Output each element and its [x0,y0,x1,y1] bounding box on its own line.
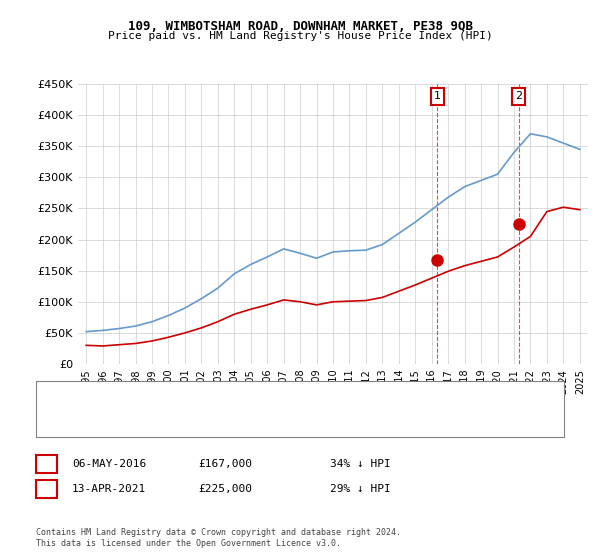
Text: ─────: ───── [54,413,91,427]
Text: £167,000: £167,000 [198,459,252,469]
Text: 2: 2 [515,91,522,101]
Text: 1: 1 [434,91,441,101]
Text: 13-APR-2021: 13-APR-2021 [72,484,146,494]
Text: 2: 2 [43,484,50,494]
Text: 29% ↓ HPI: 29% ↓ HPI [330,484,391,494]
Text: 1: 1 [43,459,50,469]
Text: 34% ↓ HPI: 34% ↓ HPI [330,459,391,469]
Text: Contains HM Land Registry data © Crown copyright and database right 2024.
This d: Contains HM Land Registry data © Crown c… [36,528,401,548]
Text: 109, WIMBOTSHAM ROAD, DOWNHAM MARKET, PE38 9QB (detached house): 109, WIMBOTSHAM ROAD, DOWNHAM MARKET, PE… [90,391,460,402]
Text: 109, WIMBOTSHAM ROAD, DOWNHAM MARKET, PE38 9QB: 109, WIMBOTSHAM ROAD, DOWNHAM MARKET, PE… [128,20,473,32]
Text: Price paid vs. HM Land Registry's House Price Index (HPI): Price paid vs. HM Land Registry's House … [107,31,493,41]
Text: £225,000: £225,000 [198,484,252,494]
Text: ─────: ───── [54,390,91,403]
Text: 06-MAY-2016: 06-MAY-2016 [72,459,146,469]
Text: HPI: Average price, detached house, King's Lynn and West Norfolk: HPI: Average price, detached house, King… [90,415,466,425]
